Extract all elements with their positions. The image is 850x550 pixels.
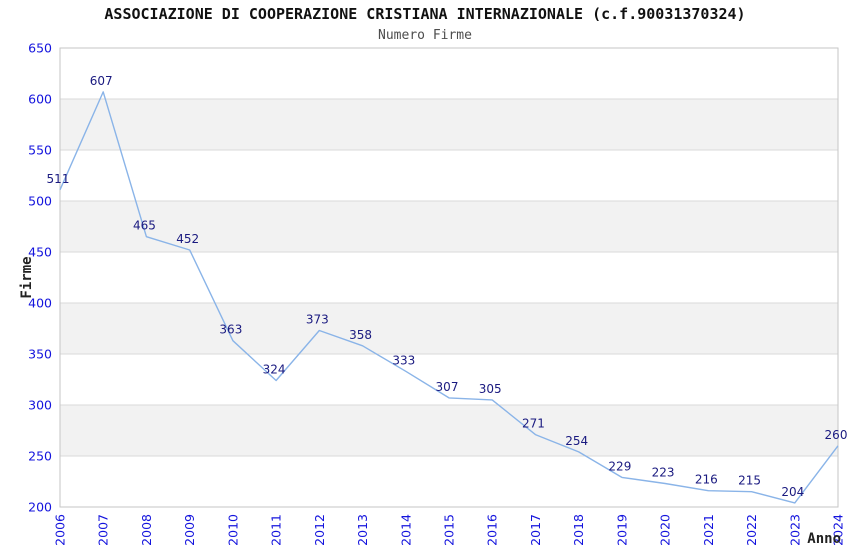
y-tick-label: 400 [28,296,52,311]
y-tick-label: 250 [28,449,52,464]
grid-band [60,303,838,354]
data-point-label: 216 [695,473,718,487]
y-axis-title: Firme [19,256,35,298]
x-tick-label: 2023 [787,514,802,546]
y-tick-label: 600 [28,92,52,107]
data-point-label: 373 [306,313,329,327]
chart-title: ASSOCIAZIONE DI COOPERAZIONE CRISTIANA I… [104,5,746,23]
data-point-label: 260 [825,428,848,442]
chart-subtitle: Numero Firme [378,28,472,43]
data-point-label: 363 [219,323,242,337]
x-tick-label: 2020 [658,514,673,546]
y-tick-label: 200 [28,500,52,515]
data-point-label: 324 [263,363,286,377]
x-tick-label: 2022 [744,514,759,546]
x-tick-label: 2018 [571,514,586,546]
plot-border [59,47,839,508]
x-tick-label: 2011 [269,514,284,546]
x-tick-label: 2013 [355,514,370,546]
x-tick-label: 2007 [96,514,111,546]
grid-band [60,405,838,456]
grid-band [60,99,838,150]
data-point-label: 452 [176,232,199,246]
data-point-label: 271 [522,417,545,431]
x-axis-title: Anno [807,531,841,547]
x-tick-label: 2012 [312,514,327,546]
y-tick-label: 450 [28,245,52,260]
data-point-label: 305 [479,382,502,396]
x-tick-label: 2006 [53,514,68,546]
grid-band [60,201,838,252]
data-point-label: 465 [133,219,156,233]
y-tick-label: 550 [28,143,52,158]
data-point-label: 333 [392,353,415,367]
series-line [59,91,839,504]
data-point-label: 358 [349,328,372,342]
x-tick-label: 2016 [485,514,500,546]
x-tick-label: 2015 [442,514,457,546]
data-point-label: 215 [738,474,761,488]
x-tick-label: 2017 [528,514,543,546]
x-tick-label: 2019 [614,514,629,546]
x-tick-label: 2009 [182,514,197,546]
y-tick-label: 300 [28,398,52,413]
data-point-label: 229 [608,459,631,473]
data-point-label: 223 [652,466,675,480]
x-tick-label: 2010 [225,514,240,546]
data-point-label: 254 [565,434,588,448]
data-point-label: 204 [781,485,804,499]
x-tick-label: 2014 [398,514,413,546]
x-tick-label: 2024 [831,514,846,546]
x-tick-label: 2008 [139,514,154,546]
y-tick-label: 650 [28,41,52,56]
y-tick-label: 350 [28,347,52,362]
y-tick-label: 500 [28,194,52,209]
data-point-label: 511 [47,172,70,186]
data-point-label: 607 [90,74,113,88]
x-tick-label: 2021 [701,514,716,546]
data-point-label: 307 [436,380,459,394]
